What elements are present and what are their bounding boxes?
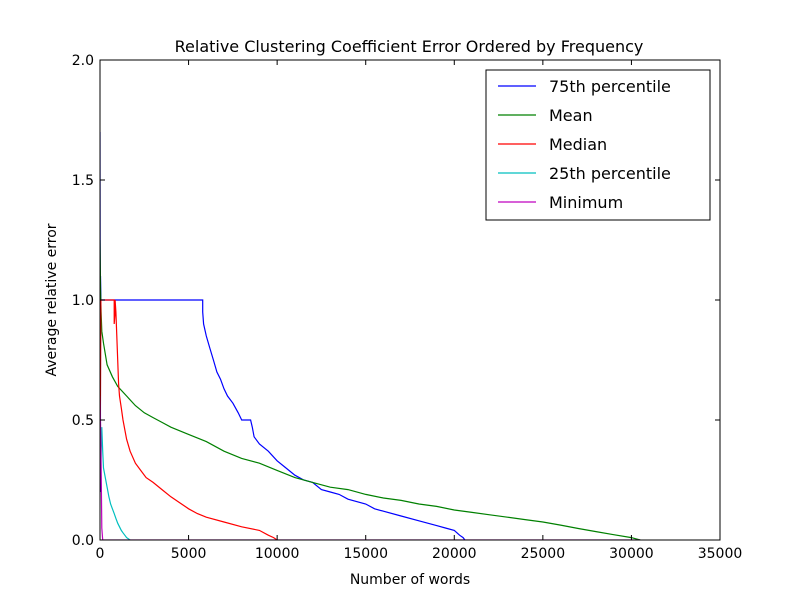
legend-label: Mean bbox=[549, 106, 593, 125]
y-tick-label: 2.0 bbox=[72, 53, 94, 69]
x-tick-label: 10000 bbox=[255, 546, 300, 562]
y-tick-label: 0.5 bbox=[72, 413, 94, 429]
series-line-minimum bbox=[100, 395, 641, 540]
series-line-median bbox=[100, 299, 278, 540]
y-axis-title: Average relative error bbox=[44, 223, 60, 376]
x-tick-label: 5000 bbox=[171, 546, 207, 562]
legend-label: Median bbox=[549, 135, 607, 154]
legend-label: 75th percentile bbox=[549, 77, 671, 96]
series-line-75th-percentile bbox=[100, 131, 466, 540]
legend-label: 25th percentile bbox=[549, 164, 671, 183]
legend-label: Minimum bbox=[549, 193, 623, 212]
x-tick-label: 15000 bbox=[343, 546, 388, 562]
y-tick-label: 0.0 bbox=[72, 533, 94, 549]
x-tick-label: 20000 bbox=[432, 546, 477, 562]
series-line-25th-percentile bbox=[100, 427, 131, 540]
ticks-layer: 0 5000 10000 15000 20000 25000 30000 35000 0.0 0.… bbox=[72, 53, 743, 562]
chart-title: Relative Clustering Coefficient Error Or… bbox=[175, 37, 644, 56]
y-tick-label: 1.5 bbox=[72, 173, 94, 189]
x-tick-label: 0 bbox=[96, 546, 105, 562]
series-layer bbox=[100, 131, 641, 540]
legend-box bbox=[485, 69, 711, 221]
series-line-mean bbox=[100, 239, 641, 540]
x-tick-label: 30000 bbox=[609, 546, 654, 562]
y-tick-label: 1.0 bbox=[72, 293, 94, 309]
x-axis-title: Number of words bbox=[350, 572, 470, 588]
x-tick-label: 35000 bbox=[698, 546, 743, 562]
legend: 75th percentile Mean Median 25th percentile… bbox=[485, 69, 711, 221]
x-tick-label: 25000 bbox=[521, 546, 566, 562]
